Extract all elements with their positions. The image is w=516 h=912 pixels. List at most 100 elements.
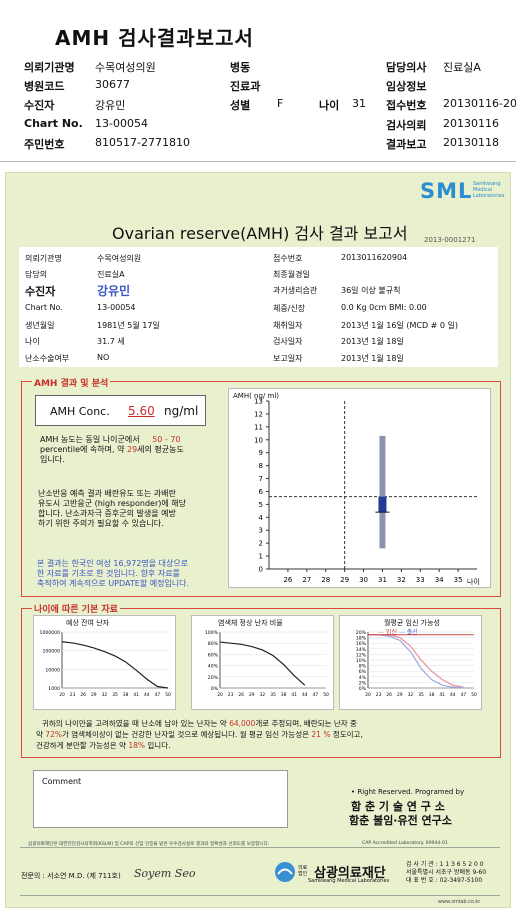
chart3-svg: 20%18%16%14%12%10%8%6%4%2%0%20 23 26 29 32 35… bbox=[356, 630, 477, 698]
y-tick-label: 16% bbox=[356, 641, 367, 647]
info-value: 진료실A bbox=[97, 270, 125, 279]
info-value: 2013년 1월 18일 bbox=[341, 354, 404, 363]
amh-chart-xlabel: 나이 bbox=[467, 578, 480, 586]
header-value: 강유민 bbox=[95, 99, 126, 112]
info-label: 체중/신장 bbox=[273, 304, 306, 313]
y-tick-label: 5 bbox=[259, 501, 263, 509]
sml-logo-sub: Samkwang Medical Laboratories bbox=[473, 181, 505, 199]
y-tick-label: 14% bbox=[356, 647, 367, 653]
info-label: Chart No. bbox=[25, 303, 63, 312]
x-tick-label: 47 bbox=[461, 692, 467, 698]
y-tick-label: 12 bbox=[254, 410, 263, 418]
x-tick-label: 50 bbox=[323, 692, 329, 698]
header-label: 진료과 bbox=[230, 80, 261, 93]
x-tick-label: 44 bbox=[302, 692, 308, 698]
info-value: 36일 이상 불규칙 bbox=[341, 286, 401, 295]
y-tick-label: 20% bbox=[356, 630, 367, 636]
x-tick-label: 41 bbox=[291, 692, 297, 698]
info-label: 수진자 bbox=[25, 285, 56, 298]
header-value: 수목여성의원 bbox=[95, 61, 156, 74]
basic-data-section bbox=[21, 608, 501, 758]
amh-conc-box: AMH Conc. 5.60 ng/ml bbox=[35, 395, 206, 426]
remaining-eggs-chart: 예상 잔여 난자 1000000 100000 10000 1000 20 23 26 29 3… bbox=[33, 615, 176, 710]
header-value: 20130118 bbox=[443, 136, 499, 149]
x-tick-label: 33 bbox=[416, 576, 425, 584]
x-tick-label: 35 bbox=[112, 692, 118, 698]
y-tick-label: 100000 bbox=[42, 649, 60, 655]
info-value: 31.7 세 bbox=[97, 337, 125, 346]
chart3-legend: — 임신 — 출산 bbox=[378, 629, 418, 636]
chart2-svg: 100% 80% 60% 40% 20% 0%20 23 26 29 32 35 38 41 44 47 50 bbox=[205, 630, 329, 698]
rights-text: • Right Reserved. Programed by bbox=[351, 788, 465, 796]
header-label: 수진자 bbox=[24, 99, 55, 112]
patient-info-card: 의뢰기관명 수목여성의원 담당의 진료실A 수진자 강유민 Chart No. 13-0005… bbox=[19, 247, 498, 367]
foundation-name: 삼광의료재단 bbox=[314, 866, 386, 881]
x-tick-label: 41 bbox=[439, 692, 445, 698]
y-tick-label: 6% bbox=[359, 669, 367, 675]
info-label: 검사일자 bbox=[273, 337, 303, 346]
x-tick-label: 23 bbox=[376, 692, 382, 698]
institute-2: 함춘 불임·유전 연구소 bbox=[349, 814, 452, 827]
signer-label: 전문의 : 서소연 M.D. (제 711호) bbox=[21, 872, 121, 880]
header-value: 30677 bbox=[95, 78, 130, 91]
series-line bbox=[368, 634, 464, 689]
iqr-box bbox=[378, 496, 387, 513]
y-tick-label: 10 bbox=[254, 436, 263, 444]
basic-summary-text: 귀하의 나이만을 고려하였을 때 난소에 남아 있는 난자는 약 64,000개… bbox=[36, 719, 363, 750]
comment-label: Comment bbox=[42, 777, 82, 786]
text-line: 축적하여 계속적으로 UPDATE할 예정입니다. bbox=[37, 579, 190, 588]
x-tick-label: 50 bbox=[165, 692, 171, 698]
info-value: 강유민 bbox=[97, 284, 131, 298]
header-label: 의뢰기관명 bbox=[24, 61, 75, 74]
foundation-logo-icon bbox=[275, 862, 295, 882]
y-tick-label: 6 bbox=[259, 488, 264, 496]
header-label: 결과보고 bbox=[386, 138, 427, 151]
x-tick-label: 31 bbox=[378, 576, 387, 584]
y-tick-label: 11 bbox=[254, 423, 263, 431]
header-label: 성별 bbox=[230, 99, 251, 112]
y-tick-label: 40% bbox=[208, 664, 219, 670]
x-tick-label: 47 bbox=[155, 692, 161, 698]
foundation-en: Samkwang Medical Laboratories bbox=[308, 878, 390, 884]
x-tick-label: 23 bbox=[70, 692, 76, 698]
y-tick-label: 18% bbox=[356, 636, 367, 642]
x-tick-label: 27 bbox=[302, 576, 311, 584]
y-tick-label: 0% bbox=[359, 686, 367, 692]
x-tick-label: 28 bbox=[321, 576, 330, 584]
header-value: 진료실A bbox=[443, 61, 481, 74]
text-line: 하기 위한 주의가 필요할 수 있습니다. bbox=[38, 519, 164, 528]
x-tick-label: 35 bbox=[454, 576, 463, 584]
y-tick-label: 80% bbox=[208, 641, 219, 647]
x-tick-label: 23 bbox=[228, 692, 234, 698]
y-tick-label: 1 bbox=[259, 553, 263, 561]
y-tick-label: 0 bbox=[259, 566, 263, 574]
info-value: 13-00054 bbox=[97, 303, 136, 312]
foundation-small: 의료법인 bbox=[298, 865, 308, 877]
x-tick-label: 38 bbox=[281, 692, 287, 698]
x-tick-label: 32 bbox=[397, 576, 406, 584]
doc-number: 2013-0001271 bbox=[424, 236, 476, 244]
text-line: 유도시 고반응군 (high responder)에 해당 bbox=[38, 499, 186, 508]
header-label: 주민번호 bbox=[24, 138, 65, 151]
info-value: 2013011620904 bbox=[341, 253, 408, 262]
info-value: 수목여성의원 bbox=[97, 254, 142, 263]
footer-divider-2 bbox=[20, 895, 500, 896]
info-label: 최종월경일 bbox=[273, 270, 310, 279]
y-tick-label: 60% bbox=[208, 652, 219, 658]
amh-conc-value: 5.60 bbox=[128, 404, 155, 418]
header-value: 31 bbox=[352, 97, 366, 110]
header-value: 20130116 bbox=[443, 117, 499, 130]
x-tick-label: 38 bbox=[123, 692, 129, 698]
x-tick-label: 44 bbox=[144, 692, 150, 698]
y-tick-label: 0% bbox=[211, 686, 219, 692]
y-tick-label: 100% bbox=[205, 630, 219, 636]
y-tick-label: 1000 bbox=[48, 686, 60, 692]
text-line: 한 자료를 기초로 한 것입니다. 향후 자료를 bbox=[37, 569, 180, 578]
chart1-title: 예상 잔여 난자 bbox=[66, 619, 110, 627]
amh-response-text: 난소반응 예측 결과 배란유도 또는 과배란 유도시 고반응군 (high res… bbox=[38, 489, 186, 529]
y-tick-label: 12% bbox=[356, 652, 367, 658]
contact-info: 검 사 기 관 : 1 1 3 6 5 2 0 0 서울특별시 서초구 방배동 9… bbox=[406, 861, 487, 884]
y-tick-label: 4 bbox=[259, 514, 264, 522]
